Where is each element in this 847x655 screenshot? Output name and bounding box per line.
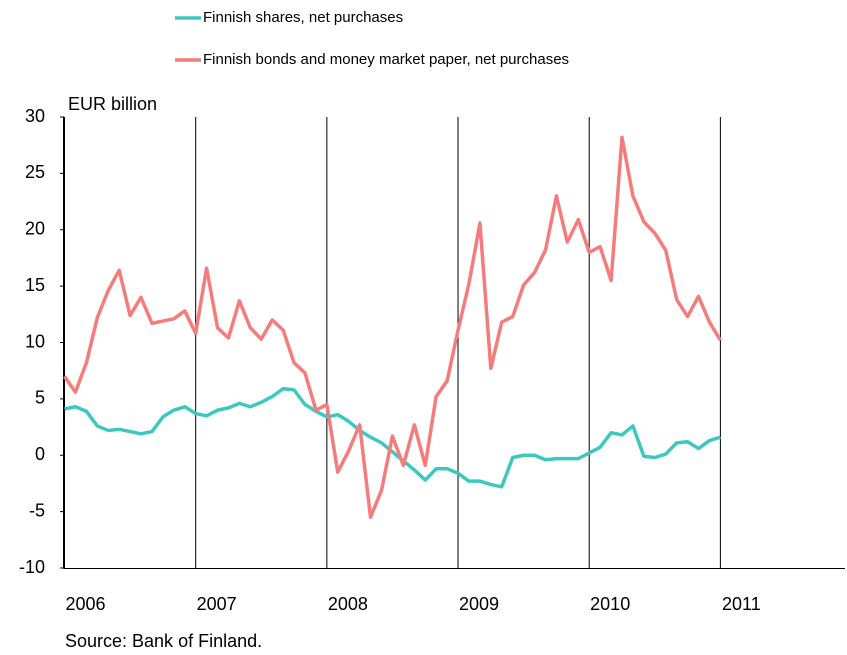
series-line (64, 386, 721, 489)
y-tick-label: -10 (19, 557, 45, 577)
x-tick-label: 2010 (590, 594, 630, 614)
x-tick-label: 2006 (65, 594, 105, 614)
y-tick-label: 25 (25, 162, 45, 182)
x-tick-label: 2011 (722, 594, 761, 614)
y-tick-label: 20 (25, 219, 45, 239)
legend-label: Finnish shares, net purchases (203, 9, 403, 26)
y-tick-label: 30 (25, 106, 45, 126)
x-tick-label: 2007 (197, 594, 237, 614)
series-line (63, 135, 722, 520)
x-tick-label: 2008 (328, 594, 368, 614)
source-note: Source: Bank of Finland. (65, 631, 262, 651)
y-axis-label: EUR billion (68, 94, 157, 114)
y-tick-label: 15 (25, 275, 45, 295)
x-tick-label: 2009 (459, 594, 499, 614)
y-tick-label: 10 (25, 331, 45, 351)
y-tick-label: -5 (29, 500, 45, 520)
legend-label: Finnish bonds and money market paper, ne… (203, 51, 569, 68)
y-tick-label: 0 (35, 444, 45, 464)
y-tick-label: 5 (35, 388, 45, 408)
